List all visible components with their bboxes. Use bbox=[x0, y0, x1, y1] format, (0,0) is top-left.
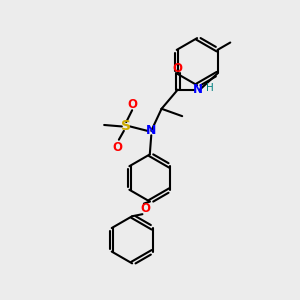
Text: O: O bbox=[173, 61, 183, 75]
Text: O: O bbox=[112, 141, 122, 154]
Text: N: N bbox=[194, 83, 203, 96]
Text: H: H bbox=[206, 83, 214, 93]
Text: O: O bbox=[140, 202, 150, 215]
Text: S: S bbox=[121, 119, 131, 134]
Text: N: N bbox=[146, 124, 156, 137]
Text: O: O bbox=[127, 98, 137, 111]
